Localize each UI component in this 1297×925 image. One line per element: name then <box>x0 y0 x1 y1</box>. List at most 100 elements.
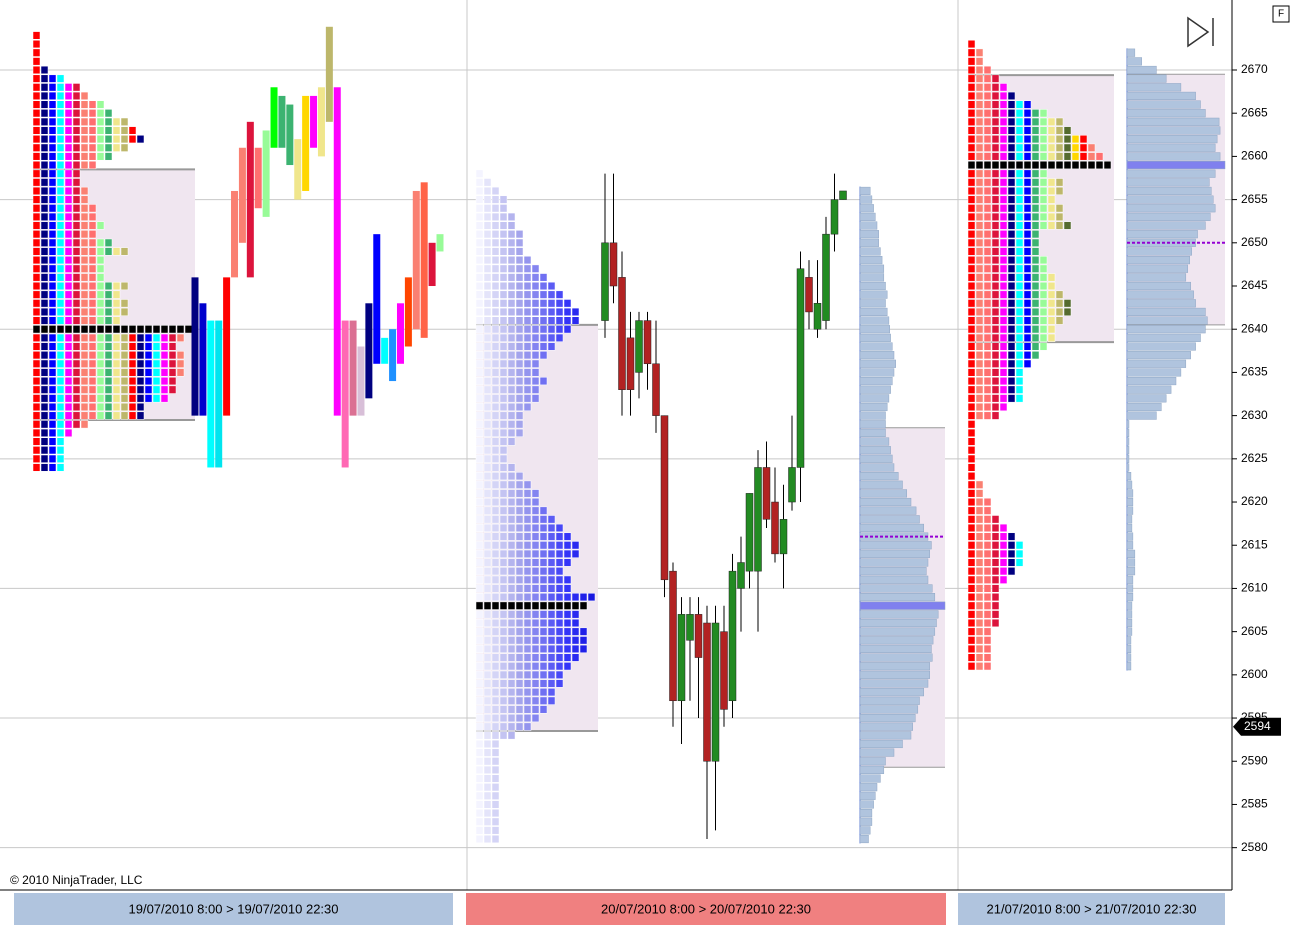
tpo-cell <box>991 342 1000 351</box>
tpo-cell <box>507 264 516 273</box>
tpo-cell <box>40 230 49 239</box>
volume-bar <box>859 195 873 204</box>
candle-body <box>669 570 677 702</box>
tpo-cell <box>531 376 540 386</box>
tpo-cell <box>523 273 532 282</box>
volume-bar <box>1126 446 1130 455</box>
tpo-cell <box>40 290 49 299</box>
tpo-cell <box>991 83 1000 92</box>
tpo-row <box>32 342 177 351</box>
tpo-cell <box>507 333 516 342</box>
tpo-cell <box>104 385 113 394</box>
tpo-row <box>967 454 976 463</box>
tpo-cell <box>967 325 976 334</box>
tpo-cell <box>32 420 41 429</box>
tpo-cell <box>967 480 976 489</box>
tpo-cell <box>40 437 49 446</box>
tpo-cell <box>991 368 1000 377</box>
tpo-row <box>967 316 1064 325</box>
scroll-end-icon[interactable] <box>1187 16 1214 48</box>
tpo-cell <box>32 342 41 351</box>
tpo-cell <box>991 178 1000 187</box>
tpo-cell <box>1047 186 1056 196</box>
candle-body <box>830 199 839 235</box>
volume-bar <box>859 593 936 602</box>
tpo-cell <box>523 713 532 723</box>
tpo-cell <box>48 368 57 377</box>
tpo-row <box>967 221 1072 230</box>
tpo-cell <box>72 152 81 161</box>
tpo-cell <box>563 601 572 610</box>
tpo-cell <box>571 653 580 662</box>
button[interactable] <box>1272 5 1290 23</box>
tpo-row <box>32 212 97 221</box>
tpo-cell <box>64 143 73 152</box>
tpo-cell <box>531 523 540 533</box>
tpo-cell <box>475 705 484 714</box>
tpo-cell <box>120 359 129 368</box>
tpo-cell <box>112 333 121 342</box>
tpo-cell <box>112 316 121 325</box>
tpo-cell <box>483 601 492 610</box>
tpo-cell <box>1031 264 1040 273</box>
tpo-cell <box>483 307 492 317</box>
tpo-cell <box>1023 325 1032 334</box>
tpo-cell <box>88 135 97 144</box>
tpo-cell <box>64 333 73 342</box>
button-label[interactable]: F <box>1278 9 1284 20</box>
tpo-cell <box>40 420 49 429</box>
tpo-cell <box>128 325 137 334</box>
tpo-row <box>32 195 89 204</box>
tpo-cell <box>40 325 49 334</box>
tpo-cell <box>523 601 532 610</box>
tpo-cell <box>32 74 41 83</box>
tpo-cell <box>475 670 484 679</box>
volume-bar <box>1126 644 1132 653</box>
volume-bar <box>859 627 936 636</box>
tpo-cell <box>983 83 992 92</box>
session-label: 19/07/2010 8:00 > 19/07/2010 22:30 <box>129 901 339 916</box>
tpo-cell <box>975 281 984 291</box>
tpo-cell <box>475 428 484 437</box>
tpo-cell <box>483 178 492 187</box>
tpo-cell <box>1023 195 1032 204</box>
tpo-cell <box>32 333 41 342</box>
tpo-cell <box>1031 152 1040 161</box>
tpo-cell <box>967 221 976 230</box>
tpo-cell <box>499 532 508 541</box>
tpo-cell <box>104 143 113 152</box>
tpo-cell <box>975 523 984 533</box>
tpo-cell <box>491 281 500 291</box>
tpo-cell <box>48 351 57 360</box>
tpo-cell <box>104 299 113 308</box>
volume-bar <box>859 221 878 230</box>
tpo-cell <box>523 696 532 705</box>
tpo-cell <box>967 307 976 317</box>
tpo-row <box>967 428 976 437</box>
tpo-cell <box>983 65 992 75</box>
tpo-cell <box>515 428 524 437</box>
tpo-cell <box>975 299 984 308</box>
tpo-cell <box>64 428 73 437</box>
tpo-cell <box>507 644 516 653</box>
tpo-cell <box>32 91 41 100</box>
tpo-cell <box>999 351 1008 360</box>
tpo-cell <box>96 100 105 109</box>
tpo-cell <box>56 385 65 394</box>
range-bar <box>286 104 294 166</box>
tpo-cell <box>88 273 97 282</box>
tpo-cell <box>555 290 564 299</box>
tpo-cell <box>539 567 548 576</box>
tpo-cell <box>991 316 1000 325</box>
volume-bar <box>1126 437 1130 446</box>
tpo-row <box>967 281 1056 291</box>
tpo-cell <box>1007 221 1016 230</box>
tpo-cell <box>64 109 73 118</box>
tpo-cell <box>515 713 524 723</box>
tpo-row <box>475 774 500 783</box>
tpo-cell <box>491 688 500 697</box>
tpo-cell <box>499 230 508 239</box>
tpo-cell <box>499 212 508 221</box>
tpo-cell <box>531 359 540 368</box>
tpo-cell <box>32 160 41 170</box>
